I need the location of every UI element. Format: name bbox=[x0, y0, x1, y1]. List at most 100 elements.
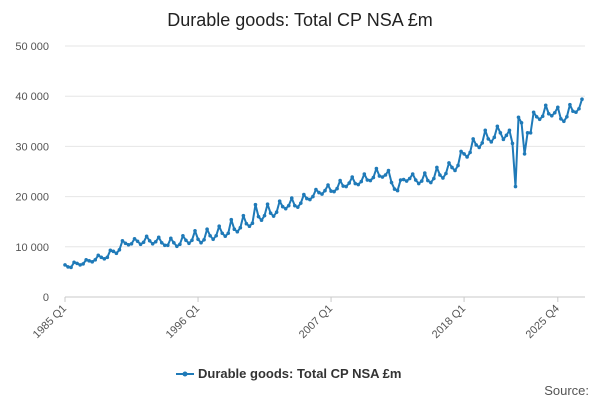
data-point[interactable] bbox=[144, 234, 149, 239]
data-point[interactable] bbox=[504, 133, 509, 138]
data-point[interactable] bbox=[268, 211, 273, 215]
data-point[interactable] bbox=[235, 229, 240, 234]
data-point[interactable] bbox=[419, 179, 424, 183]
data-point[interactable] bbox=[531, 110, 536, 115]
data-point[interactable] bbox=[471, 137, 475, 141]
data-point[interactable] bbox=[262, 213, 267, 218]
data-point[interactable] bbox=[465, 155, 469, 159]
data-point[interactable] bbox=[392, 187, 397, 191]
data-point[interactable] bbox=[199, 240, 203, 245]
data-point[interactable] bbox=[501, 137, 506, 142]
data-point[interactable] bbox=[395, 188, 400, 193]
data-point[interactable] bbox=[522, 152, 527, 156]
data-point[interactable] bbox=[380, 175, 385, 179]
data-point[interactable] bbox=[123, 241, 128, 246]
data-point[interactable] bbox=[241, 213, 246, 218]
data-point[interactable] bbox=[371, 175, 376, 180]
data-point[interactable] bbox=[462, 152, 466, 156]
data-point[interactable] bbox=[111, 249, 116, 254]
data-point[interactable] bbox=[223, 234, 228, 239]
data-point[interactable] bbox=[244, 221, 249, 226]
data-point[interactable] bbox=[413, 178, 418, 182]
data-point[interactable] bbox=[489, 140, 494, 144]
data-point[interactable] bbox=[477, 145, 482, 150]
data-point[interactable] bbox=[549, 113, 554, 118]
data-point[interactable] bbox=[153, 239, 158, 244]
data-point[interactable] bbox=[302, 192, 306, 197]
data-point[interactable] bbox=[347, 181, 352, 185]
data-point[interactable] bbox=[226, 231, 231, 236]
data-point[interactable] bbox=[172, 240, 176, 245]
data-point[interactable] bbox=[277, 199, 282, 203]
data-point[interactable] bbox=[429, 180, 433, 185]
data-point[interactable] bbox=[217, 224, 221, 229]
data-point[interactable] bbox=[308, 197, 312, 202]
data-point[interactable] bbox=[383, 173, 388, 177]
data-point[interactable] bbox=[438, 173, 442, 177]
data-point[interactable] bbox=[311, 194, 315, 199]
data-point[interactable] bbox=[150, 241, 155, 246]
data-point[interactable] bbox=[368, 178, 373, 183]
data-point[interactable] bbox=[132, 236, 137, 241]
data-point[interactable] bbox=[480, 141, 485, 145]
data-point[interactable] bbox=[453, 168, 457, 173]
data-point[interactable] bbox=[356, 182, 361, 187]
data-point[interactable] bbox=[96, 253, 101, 258]
data-point[interactable] bbox=[534, 114, 539, 119]
data-point[interactable] bbox=[571, 109, 575, 114]
data-point[interactable] bbox=[250, 221, 255, 226]
data-point[interactable] bbox=[447, 161, 451, 165]
data-point[interactable] bbox=[283, 206, 288, 211]
data-point[interactable] bbox=[205, 227, 209, 232]
data-point[interactable] bbox=[519, 121, 524, 125]
data-point[interactable] bbox=[426, 178, 430, 183]
data-point[interactable] bbox=[341, 184, 345, 188]
data-point[interactable] bbox=[292, 203, 297, 208]
data-point[interactable] bbox=[66, 265, 70, 269]
data-point[interactable] bbox=[474, 143, 478, 147]
data-point[interactable] bbox=[323, 188, 327, 193]
data-point[interactable] bbox=[166, 243, 170, 248]
data-point[interactable] bbox=[78, 263, 82, 267]
data-point[interactable] bbox=[81, 262, 85, 266]
data-point[interactable] bbox=[344, 184, 348, 189]
data-point[interactable] bbox=[516, 115, 521, 120]
data-point[interactable] bbox=[129, 241, 134, 246]
data-point[interactable] bbox=[211, 237, 215, 242]
data-point[interactable] bbox=[126, 242, 131, 247]
data-point[interactable] bbox=[256, 214, 261, 219]
data-point[interactable] bbox=[169, 236, 173, 241]
data-point[interactable] bbox=[93, 258, 98, 262]
data-point[interactable] bbox=[87, 259, 91, 263]
data-point[interactable] bbox=[374, 166, 379, 171]
data-point[interactable] bbox=[401, 177, 406, 182]
data-point[interactable] bbox=[120, 238, 125, 243]
data-point[interactable] bbox=[69, 265, 73, 270]
data-point[interactable] bbox=[202, 237, 206, 242]
data-point[interactable] bbox=[329, 189, 333, 193]
data-point[interactable] bbox=[280, 204, 285, 209]
data-point[interactable] bbox=[232, 227, 237, 232]
data-point[interactable] bbox=[486, 137, 491, 141]
data-point[interactable] bbox=[495, 124, 500, 129]
data-point[interactable] bbox=[99, 255, 104, 260]
data-point[interactable] bbox=[274, 210, 279, 214]
data-point[interactable] bbox=[365, 178, 370, 182]
data-point[interactable] bbox=[574, 110, 578, 115]
data-point[interactable] bbox=[214, 233, 218, 238]
data-point[interactable] bbox=[350, 175, 355, 179]
data-point[interactable] bbox=[435, 165, 439, 170]
data-point[interactable] bbox=[459, 149, 463, 154]
data-point[interactable] bbox=[407, 176, 412, 181]
data-point[interactable] bbox=[305, 196, 309, 201]
data-point[interactable] bbox=[90, 260, 95, 264]
data-point[interactable] bbox=[178, 242, 182, 247]
data-point[interactable] bbox=[377, 174, 382, 178]
data-point[interactable] bbox=[314, 187, 318, 192]
data-point[interactable] bbox=[456, 163, 460, 168]
data-point[interactable] bbox=[404, 179, 409, 183]
data-point[interactable] bbox=[537, 117, 542, 122]
data-point[interactable] bbox=[492, 135, 497, 140]
data-point[interactable] bbox=[117, 248, 122, 252]
data-point[interactable] bbox=[540, 114, 545, 119]
